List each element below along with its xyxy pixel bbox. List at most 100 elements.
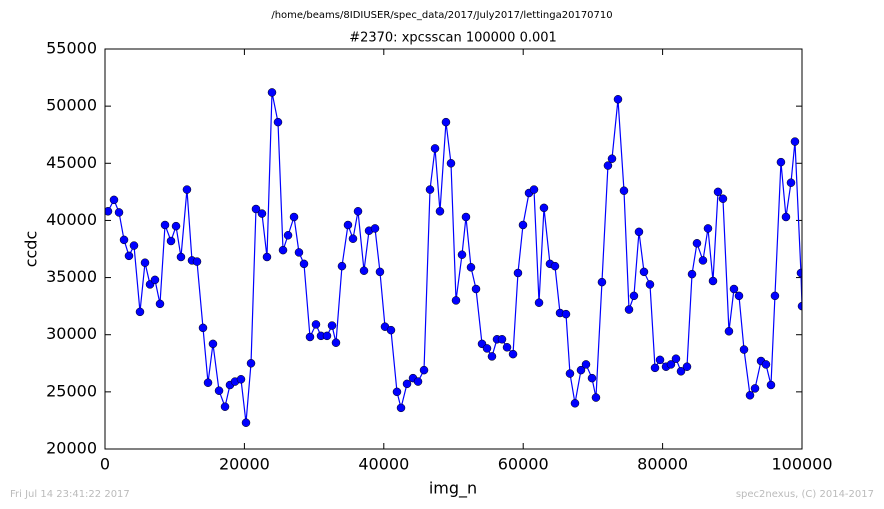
data-point: [703, 224, 713, 233]
data-point: [171, 221, 181, 231]
data-point: [220, 402, 230, 411]
data-point: [781, 212, 791, 222]
data-point: [124, 251, 134, 261]
data-point: [392, 387, 402, 397]
data-point: [734, 291, 744, 301]
data-point: [273, 117, 283, 127]
data-point: [698, 256, 708, 265]
data-point: [299, 259, 309, 269]
x-axis-label: img_n: [429, 479, 477, 499]
data-point: [461, 212, 471, 222]
data-point: [413, 377, 423, 386]
data-point: [198, 323, 208, 333]
data-point: [457, 250, 467, 259]
data-point: [603, 161, 613, 170]
data-point: [613, 95, 623, 104]
data-point: [236, 375, 246, 384]
timestamp: Fri Jul 14 23:41:22 2017: [10, 489, 130, 500]
y-tick-label: 55000: [46, 39, 97, 58]
data-point: [629, 291, 639, 301]
data-point: [135, 307, 145, 317]
y-tick-label: 25000: [46, 381, 97, 400]
data-point: [796, 268, 802, 278]
y-tick-label: 50000: [46, 96, 97, 115]
data-point: [353, 207, 363, 216]
data-point: [518, 220, 528, 230]
data-point: [576, 365, 586, 375]
data-point: [650, 363, 660, 373]
data-point: [750, 384, 760, 393]
x-tick-label: 40000: [358, 455, 409, 474]
data-point: [208, 339, 218, 349]
data-point: [375, 267, 385, 277]
data-point: [246, 359, 256, 368]
data-point: [570, 399, 580, 408]
data-point: [724, 327, 734, 336]
data-point: [182, 185, 192, 194]
data-point: [682, 362, 692, 371]
data-point: [262, 252, 272, 262]
data-point: [348, 234, 358, 243]
data-point: [386, 325, 396, 335]
data-point: [624, 305, 634, 314]
data-point: [150, 275, 160, 285]
data-point: [396, 403, 406, 413]
data-point: [402, 379, 412, 389]
data-point: [729, 284, 739, 294]
data-point: [797, 301, 802, 311]
y-tick-label: 20000: [46, 439, 97, 458]
data-point: [513, 268, 523, 278]
data-point: [482, 344, 492, 353]
data-point: [671, 354, 681, 363]
data-point: [607, 154, 617, 163]
y-tick-label: 30000: [46, 324, 97, 343]
data-point: [441, 117, 451, 127]
chart-title: #2370: xpcsscan 100000 0.001: [349, 31, 557, 46]
credit: spec2nexus, (C) 2014-2017: [736, 489, 874, 500]
data-point: [322, 331, 332, 341]
data-line: [107, 92, 802, 423]
data-point: [581, 360, 591, 369]
data-point: [419, 365, 429, 375]
data-point: [430, 144, 440, 153]
data-point: [105, 207, 113, 216]
data-point: [766, 380, 776, 390]
chart-subtitle: /home/beams/8IDIUSER/spec_data/2017/July…: [271, 10, 612, 21]
y-tick-label: 45000: [46, 153, 97, 172]
x-tick-label: 60000: [498, 455, 549, 474]
data-point: [587, 373, 597, 383]
data-point: [770, 291, 780, 301]
data-point: [597, 277, 607, 287]
data-point: [331, 338, 341, 347]
y-tick-label: 35000: [46, 267, 97, 286]
x-tick-label: 20000: [219, 455, 270, 474]
data-point: [160, 220, 170, 230]
data-point: [534, 298, 544, 307]
data-point: [289, 212, 299, 222]
data-point: [425, 185, 435, 194]
data-point: [508, 349, 518, 359]
data-point: [311, 320, 321, 329]
data-point: [666, 360, 676, 369]
data-point: [561, 309, 571, 319]
data-point: [687, 269, 697, 279]
data-point: [305, 332, 315, 342]
x-tick-label: 100000: [771, 455, 832, 474]
y-axis-label: ccdc: [22, 231, 41, 268]
data-point: [155, 299, 165, 309]
data-point: [114, 208, 124, 217]
data-point: [634, 227, 644, 237]
data-point: [176, 252, 186, 262]
data-point: [466, 263, 476, 272]
data-point: [655, 355, 665, 365]
data-point: [497, 335, 507, 344]
data-point: [359, 266, 369, 275]
data-point: [214, 386, 224, 395]
data-point: [203, 378, 213, 387]
data-point: [471, 284, 481, 294]
data-point: [761, 360, 771, 369]
data-point: [692, 239, 702, 248]
plot-area: [105, 88, 802, 427]
data-point: [267, 88, 277, 97]
